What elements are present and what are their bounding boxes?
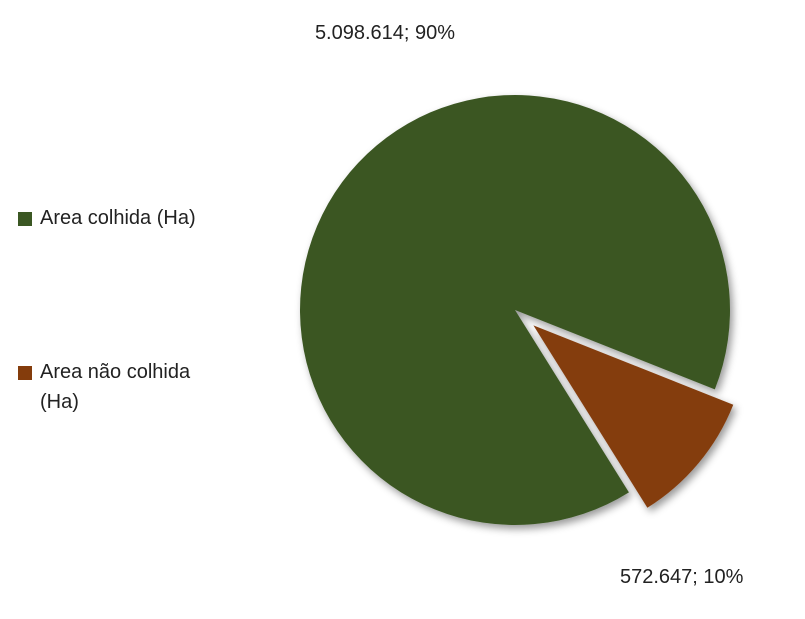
data-label: 5.098.614; 90%: [314, 22, 456, 44]
legend-item: Area colhida (Ha): [18, 203, 210, 233]
legend-swatch: [18, 212, 32, 226]
pie-slice: [300, 95, 731, 525]
pie-slice: [533, 325, 734, 508]
legend-item: Area não colhida (Ha): [18, 357, 210, 417]
legend-label: Area colhida (Ha): [40, 207, 196, 229]
data-label: 572.647; 10%: [620, 566, 744, 588]
legend-label: Area não colhida (Ha): [40, 361, 191, 413]
legend-swatch: [18, 366, 32, 380]
